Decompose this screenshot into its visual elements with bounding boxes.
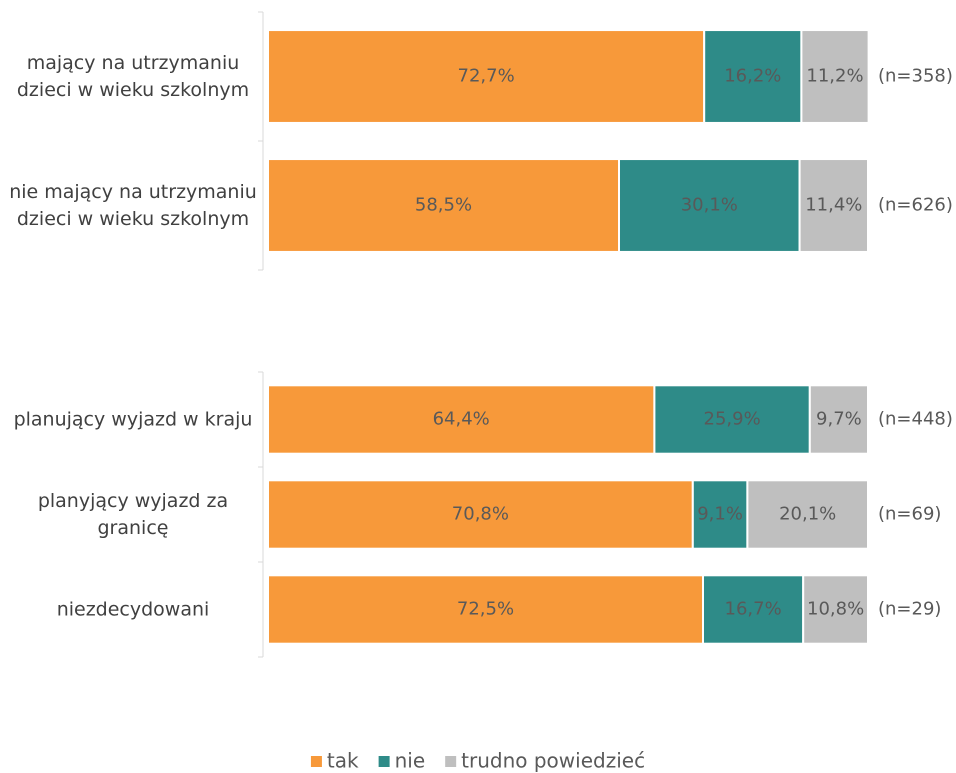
bar-segment — [267, 29, 706, 124]
value-label: 16,7% — [725, 599, 782, 620]
category-label: niezdecydowani — [56, 598, 210, 620]
value-label: 64,4% — [433, 409, 490, 430]
bar-segment — [653, 384, 811, 455]
bar-segment — [618, 158, 801, 253]
value-label: 9,7% — [816, 409, 862, 430]
bar-segment — [800, 29, 870, 124]
value-label: 16,2% — [724, 66, 781, 87]
sample-size: (n=29) — [878, 599, 941, 620]
bar-segment — [808, 384, 869, 455]
sample-size: (n=358) — [878, 66, 953, 87]
legend-label: nie — [395, 749, 426, 773]
value-label: 72,7% — [458, 66, 515, 87]
value-label: 25,9% — [704, 409, 761, 430]
sample-size: (n=69) — [878, 504, 941, 525]
category-label: nie mający na utrzymaniu dzieci w wieku … — [9, 180, 257, 230]
legend-swatch — [310, 756, 322, 767]
legend-swatch — [445, 756, 457, 767]
value-label: 30,1% — [681, 195, 738, 216]
legend-swatch — [378, 756, 390, 767]
value-label: 10,8% — [807, 599, 864, 620]
legend-label: tak — [327, 749, 359, 773]
sample-size: (n=448) — [878, 409, 953, 430]
value-label: 58,5% — [415, 195, 472, 216]
value-label: 9,1% — [697, 504, 743, 525]
value-label: 72,5% — [457, 599, 514, 620]
category-label: planyjący wyjazd za granicę — [37, 489, 229, 539]
value-label: 70,8% — [452, 504, 509, 525]
bar-segment — [267, 158, 620, 253]
value-label: 20,1% — [779, 504, 836, 525]
legend-label: trudno powiedzieć — [461, 749, 645, 773]
bar-segment — [267, 384, 656, 455]
category-label: mający na utrzymaniu dzieci w wieku szko… — [16, 51, 250, 101]
bar-segment — [267, 479, 694, 550]
value-label: 11,4% — [805, 195, 862, 216]
bar-segment — [798, 158, 869, 253]
bar-segment — [802, 574, 870, 645]
bar-segment — [703, 29, 803, 124]
bar-segment — [691, 479, 749, 550]
bar-segment — [746, 479, 870, 550]
sample-size: (n=626) — [878, 195, 953, 216]
value-label: 11,2% — [806, 66, 863, 87]
bar-segment — [267, 574, 704, 645]
category-label: planujący wyjazd w kraju — [13, 408, 253, 430]
